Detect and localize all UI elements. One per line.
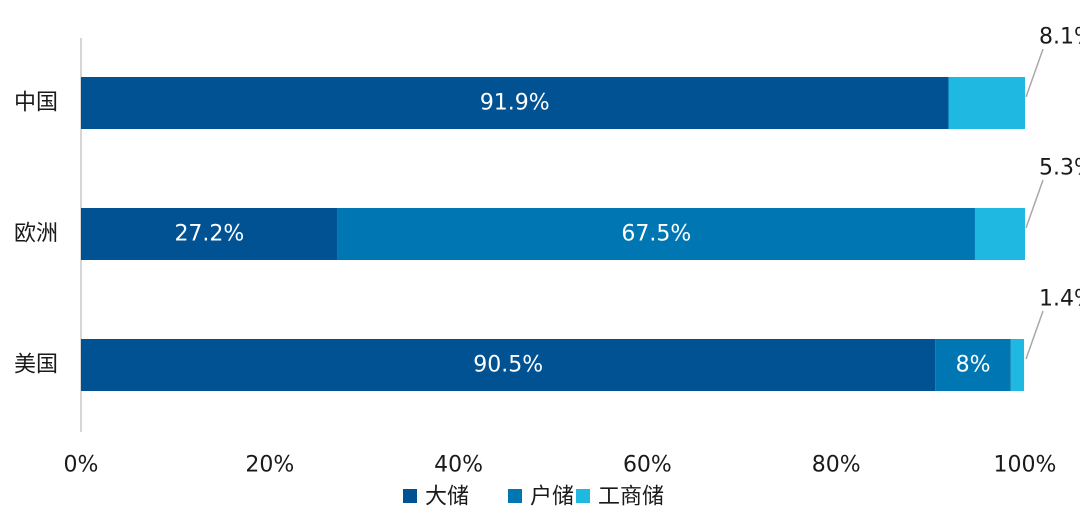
category-label-cat0: 中国 bbox=[14, 91, 58, 116]
bar-cat0-series0 bbox=[81, 77, 949, 129]
legend-swatch-series1 bbox=[508, 489, 522, 503]
data-label-cat1-series0: 27.2% bbox=[174, 222, 244, 247]
x-tick-label-4: 80% bbox=[812, 453, 861, 478]
category-label-cat1: 欧洲 bbox=[14, 222, 58, 247]
legend-swatch-series2 bbox=[576, 489, 590, 503]
legend-swatch-series0 bbox=[403, 489, 417, 503]
leader-line-cat2 bbox=[1025, 310, 1044, 360]
legend-label-series0: 大储 bbox=[425, 485, 469, 510]
bar-cat1-series1 bbox=[337, 208, 975, 260]
x-tick-label-5: 100% bbox=[994, 453, 1057, 478]
data-label-cat1-series2: 5.3% bbox=[1039, 156, 1080, 181]
data-label-cat2-series1: 8% bbox=[956, 353, 991, 378]
x-tick-label-0: 0% bbox=[64, 453, 99, 478]
legend-label-series1: 户储 bbox=[530, 485, 574, 510]
data-label-cat0-series2: 8.1% bbox=[1039, 25, 1080, 50]
x-tick-label-2: 40% bbox=[434, 453, 483, 478]
bar-cat1-series0 bbox=[81, 208, 338, 260]
legend-label-series2: 工商储 bbox=[598, 485, 664, 510]
x-tick-label-1: 20% bbox=[245, 453, 294, 478]
leader-line-cat0 bbox=[1025, 48, 1044, 98]
bar-cat0-series2 bbox=[948, 77, 1025, 129]
bar-cat2-series1 bbox=[935, 339, 1011, 391]
data-label-cat2-series0: 90.5% bbox=[473, 353, 543, 378]
bar-cat2-series2 bbox=[1010, 339, 1025, 391]
bar-cat1-series2 bbox=[974, 208, 1025, 260]
data-label-cat0-series0: 91.9% bbox=[480, 91, 550, 116]
x-tick-label-3: 60% bbox=[623, 453, 672, 478]
data-label-cat1-series1: 67.5% bbox=[621, 222, 691, 247]
bar-cat2-series0 bbox=[81, 339, 936, 391]
category-label-cat2: 美国 bbox=[14, 353, 58, 378]
leader-line-cat1 bbox=[1025, 179, 1044, 229]
data-label-cat2-series2: 1.4% bbox=[1039, 287, 1080, 312]
